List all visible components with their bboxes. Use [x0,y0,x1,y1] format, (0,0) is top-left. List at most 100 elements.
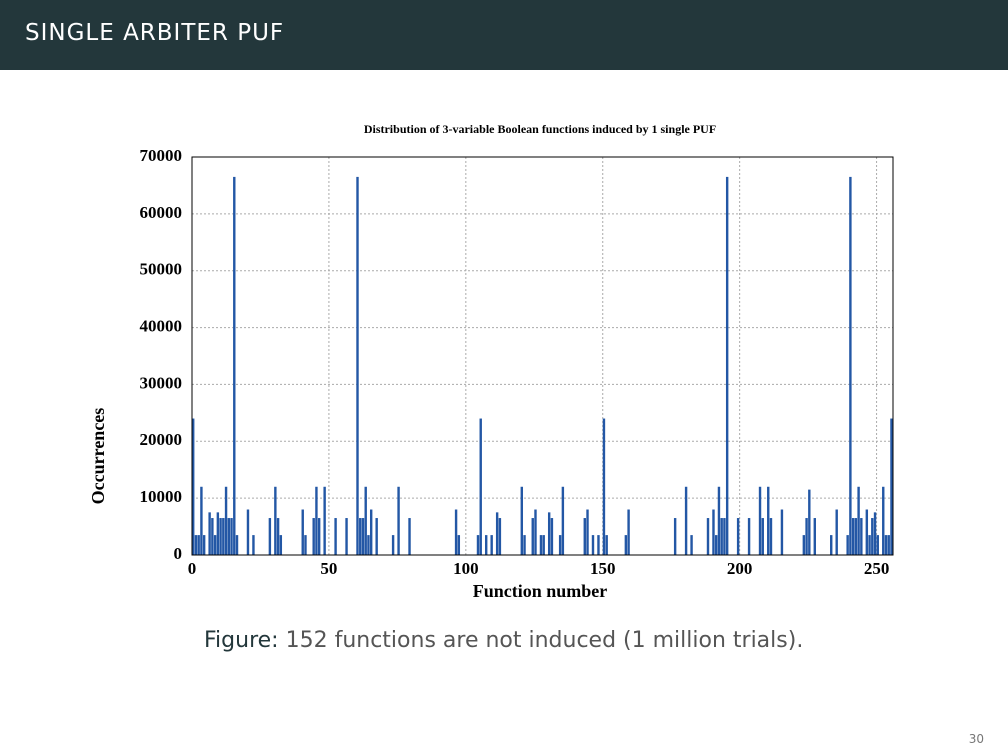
bar [312,518,315,555]
bar [860,518,863,555]
bar [200,486,203,555]
bar [761,518,764,555]
bar [192,418,195,555]
x-tick-label: 50 [320,559,337,578]
bar [454,509,458,555]
x-tick-label: 150 [590,559,616,578]
bar [495,512,499,555]
bar [216,512,220,555]
bar [197,535,200,555]
bar [233,176,236,555]
bar [534,509,537,555]
bar [736,518,740,555]
bar [780,509,784,555]
bar [279,535,283,555]
bar [624,535,628,555]
bar [345,518,348,555]
bar [315,486,318,555]
bar [542,535,545,555]
bar [849,176,852,555]
bar [523,535,526,555]
chart-title: Distribution of 3-variable Boolean funct… [364,122,716,136]
bar [712,509,715,555]
bar [490,535,493,555]
bar [520,486,524,555]
caption: Figure: 152 functions are not induced (1… [204,628,803,653]
bar [684,486,688,555]
bar [476,535,480,555]
bar [890,418,893,555]
bar [871,518,874,555]
bar [715,535,718,555]
bar [851,518,855,555]
bar [706,518,710,555]
bar [334,518,337,555]
y-tick-label: 20000 [140,430,183,449]
bar [876,535,879,555]
bar [597,535,600,555]
slide-title: SINGLE ARBITER PUF [25,20,285,46]
bar [364,486,367,555]
bar [408,518,411,555]
bar [808,489,811,555]
bar [602,418,606,555]
bar [725,176,729,555]
x-tick-label: 200 [727,559,753,578]
x-tick-label: 100 [453,559,479,578]
bar [846,535,849,555]
bar [227,518,231,555]
bar [865,509,869,555]
x-axis-label: Function number [473,581,608,601]
chart: Distribution of 3-variable Boolean funct… [88,122,894,601]
bar [767,486,770,555]
y-tick-label: 0 [174,544,183,563]
bar [301,509,304,555]
page-number: 30 [968,732,984,746]
bar [547,512,551,555]
x-tick-label: 0 [188,559,197,578]
y-tick-label: 10000 [140,487,183,506]
bar [222,518,225,555]
y-tick-label: 30000 [140,373,183,392]
y-axis-label: Occurrences [88,408,108,505]
bar [194,535,198,555]
bar [747,518,751,555]
x-tick-label: 250 [864,559,890,578]
bar [854,518,858,555]
bar [531,518,534,555]
bar [479,418,482,555]
bar [857,486,860,555]
bar [213,535,217,555]
bar [219,518,222,555]
bar [690,535,693,555]
bar [835,509,838,555]
bar [323,486,326,555]
bar [882,486,885,555]
bar [805,518,808,555]
bar [202,535,206,555]
bar [627,509,630,555]
caption-label: Figure: [204,628,279,653]
caption-text: 152 functions are not induced (1 million… [285,628,804,653]
bar [246,509,250,555]
bar [498,518,502,555]
bar [397,486,400,555]
bar [391,535,395,555]
bar [276,518,280,555]
y-tick-label: 40000 [140,316,183,335]
bar [873,512,877,555]
bar [359,518,362,555]
bar [367,535,370,555]
bar [868,535,871,555]
bar [717,486,721,555]
y-tick-label: 50000 [140,260,183,279]
bar [586,509,589,555]
header-bar: SINGLE ARBITER PUF [0,0,1008,70]
bar [802,535,806,555]
bar [235,535,239,555]
bar [211,518,214,555]
bar [369,509,373,555]
bar [605,535,608,555]
bar [375,518,378,555]
